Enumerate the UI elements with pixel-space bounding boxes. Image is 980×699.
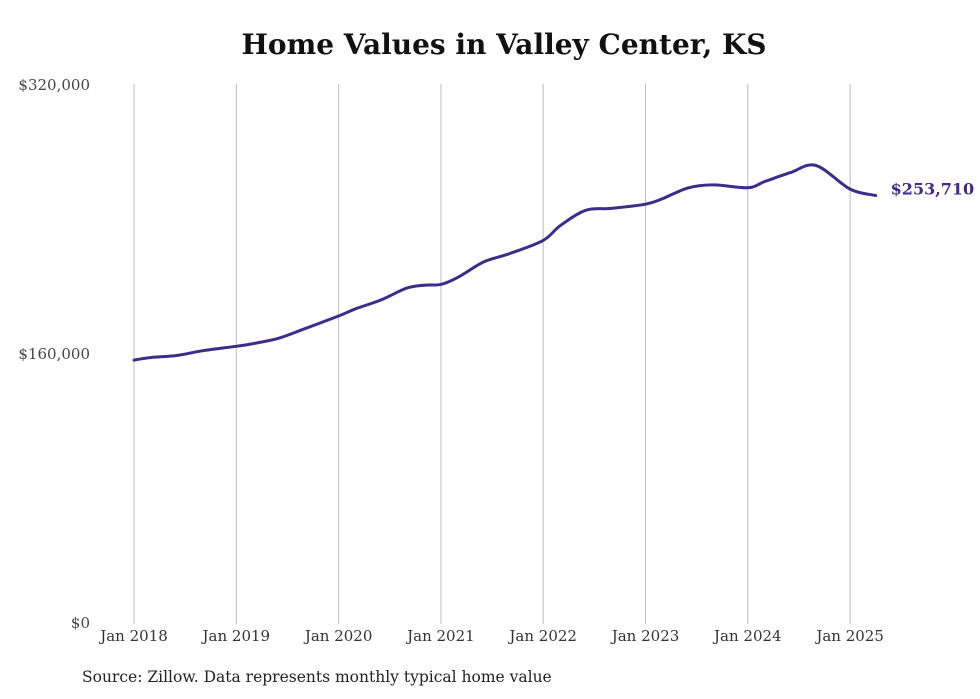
x-axis: Jan 2018 Jan 2019 Jan 2020 Jan 2021 Jan 2022… <box>98 627 884 645</box>
x-tick-label: Jan 2022 <box>507 627 577 645</box>
chart-title: Home Values in Valley Center, KS <box>241 28 767 61</box>
annotation-layer: $253,710 <box>891 179 975 198</box>
y-tick-label: $0 <box>71 614 90 632</box>
source-note: Source: Zillow. Data represents monthly … <box>82 668 552 686</box>
y-tick-label: $320,000 <box>18 76 90 94</box>
x-tick-label: Jan 2018 <box>98 627 168 645</box>
x-tick-label: Jan 2020 <box>303 627 373 645</box>
x-tick-label: Jan 2023 <box>610 627 680 645</box>
x-tick-label: Jan 2019 <box>201 627 271 645</box>
series-layer <box>132 163 878 362</box>
x-tick-label: Jan 2021 <box>405 627 475 645</box>
x-tick-label: Jan 2025 <box>814 627 884 645</box>
y-axis: $0 $160,000 $320,000 <box>18 76 90 632</box>
y-tick-label: $160,000 <box>18 345 90 363</box>
x-tick-label: Jan 2024 <box>712 627 782 645</box>
grid-layer <box>133 84 851 624</box>
home-value-line <box>132 163 878 362</box>
end-value-label: $253,710 <box>891 179 975 198</box>
